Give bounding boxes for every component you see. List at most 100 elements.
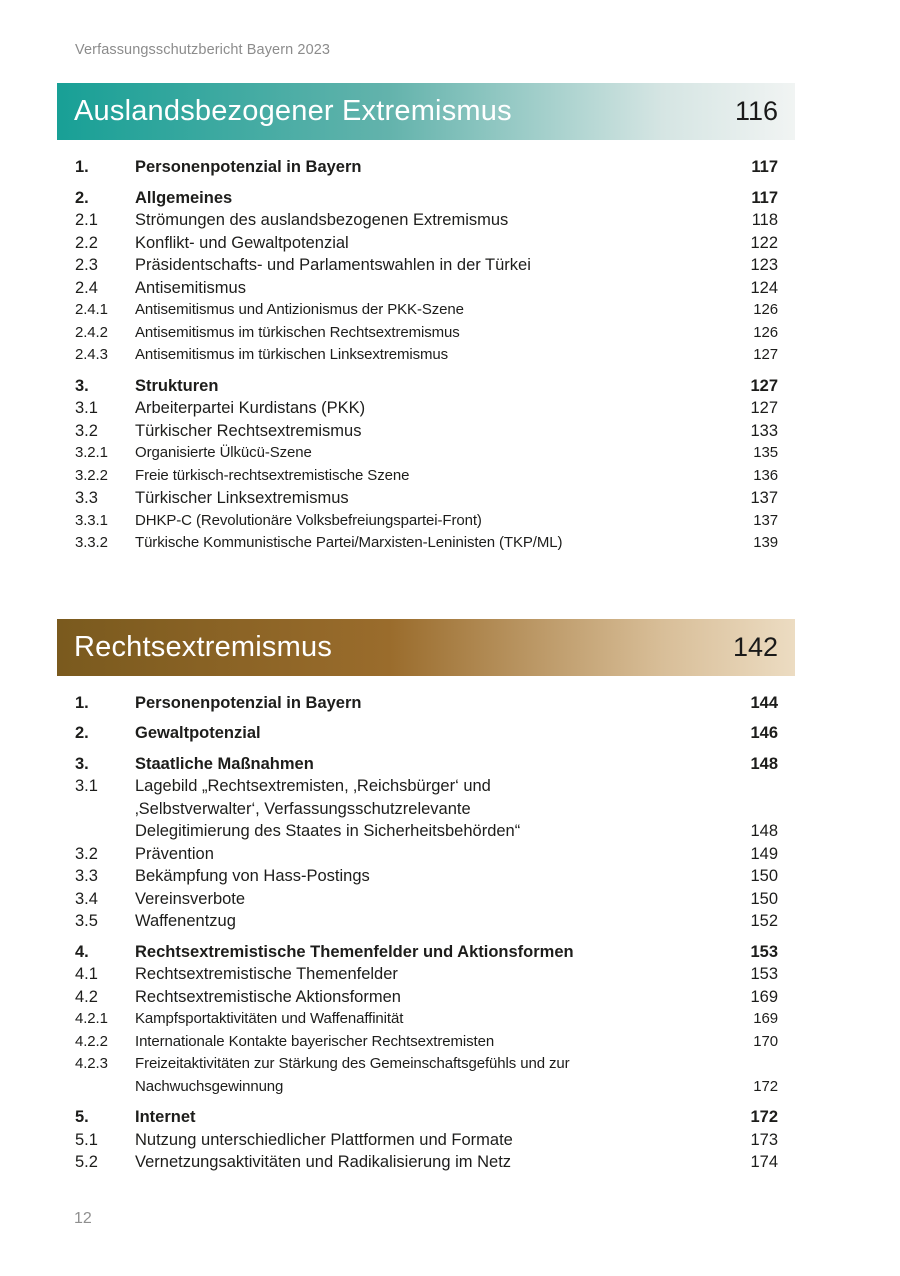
toc-entry-page: 118 (751, 211, 778, 229)
toc-entry-number: 3.3 (75, 489, 98, 507)
toc-entry-number: 3.3.1 (75, 511, 108, 529)
toc-entry-page: 150 (750, 867, 778, 885)
toc-entry-page: 133 (750, 421, 778, 440)
toc-entry-number: 3.2.1 (75, 444, 108, 461)
toc-entry: 2. Allgemeines 117 (75, 187, 778, 210)
toc-section-rechtsextremismus: Rechtsextremismus 142 1. Personenpotenzia… (57, 618, 795, 1174)
toc-entry-number: 4.2.2 (75, 1032, 108, 1050)
toc-entry-page: 137 (753, 511, 778, 529)
toc-entry: 5. Internet 172 (75, 1106, 778, 1129)
toc-entry-page: 148 (750, 822, 778, 840)
toc-entry-label: Arbeiterpartei Kurdistans (PKK) (135, 399, 366, 417)
toc-entry-number: 4. (75, 942, 89, 961)
toc-entry-page: 126 (753, 323, 778, 341)
page-number: 12 (74, 1210, 92, 1227)
toc-entry-page: 136 (753, 466, 778, 484)
toc-entry-page: 139 (753, 534, 778, 551)
toc-entry-number: 4.1 (75, 965, 98, 983)
toc-entry-page: 170 (753, 1032, 778, 1050)
toc-entry-number: 3.2 (75, 421, 98, 440)
toc-entry: 2.4.2 Antisemitismus im türkischen Rechts… (75, 322, 778, 345)
toc-entry: 3.2 Türkischer Rechtsextremismus 133 (75, 420, 778, 443)
toc-entry-number: 5. (75, 1108, 89, 1126)
table-of-contents: Auslandsbezogener Extremismus 116 1. Pers… (57, 83, 795, 1174)
toc-entry-number: 3.4 (75, 889, 98, 908)
toc-entry-page: 169 (750, 987, 778, 1006)
toc-entry-number: 3.3.2 (75, 534, 108, 551)
toc-entry-label: Internationale Kontakte bayerischer Rech… (135, 1032, 495, 1050)
toc-entry-label: Rechtsextremistische Aktionsformen (135, 987, 401, 1006)
toc-entry-label: Antisemitismus (135, 278, 246, 297)
toc-entry: 5.2 Vernetzungsaktivitäten und Radikalisi… (75, 1151, 778, 1174)
toc-entry-number: 2.2 (75, 233, 98, 252)
toc-entry-number: 3. (75, 754, 89, 773)
toc-entry-page: 153 (750, 942, 778, 961)
toc-entry: 2.4 Antisemitismus 124 (75, 277, 778, 300)
toc-entry-page: 169 (753, 1010, 778, 1027)
toc-entry-page: 150 (750, 889, 778, 908)
toc-entry-number: 3.5 (75, 912, 98, 930)
toc-entry-label: Rechtsextremistische Themenfelder (135, 965, 398, 983)
toc-entry-label: Türkische Kommunistische Partei/Marxiste… (135, 534, 563, 551)
toc-entry-number: 2.3 (75, 256, 98, 274)
toc-entry: 3.3.2 Türkische Kommunistische Partei/Mar… (75, 532, 778, 555)
toc-entry-page: 152 (750, 912, 778, 930)
toc-entry-label: Waffenentzug (135, 912, 236, 930)
toc-entry-label: Staatliche Maßnahmen (135, 754, 314, 773)
toc-entry-label: Personenpotenzial in Bayern (135, 158, 362, 176)
toc-entry-number: 3.2 (75, 844, 98, 863)
toc-entry: 1. Personenpotenzial in Bayern 117 (75, 156, 778, 179)
toc-entry-page: 148 (750, 754, 778, 773)
toc-entry-page: 127 (750, 399, 778, 417)
toc-entry-page: 172 (753, 1077, 778, 1095)
toc-entry-page: 149 (750, 844, 778, 863)
toc-entry-page: 123 (750, 256, 778, 274)
toc-entry-page: 173 (750, 1130, 778, 1149)
toc-entry: 3.3 Türkischer Linksextremismus 137 (75, 487, 778, 510)
toc-entry-page: 146 (750, 724, 778, 742)
toc-entry-number: 4.2.1 (75, 1010, 108, 1027)
section-page-number: 116 (734, 96, 778, 126)
toc-entry-page: 117 (751, 188, 778, 207)
section-banner: Rechtsextremismus 142 (57, 618, 795, 676)
toc-entry-label: Organisierte Ülkücü-Szene (135, 444, 312, 461)
toc-entry-label: Türkischer Rechtsextremismus (135, 421, 362, 440)
toc-entry: 2.2 Konflikt- und Gewaltpotenzial 122 (75, 232, 778, 255)
toc-entry-label: Kampfsportaktivitäten und Waffenaffinitä… (135, 1010, 404, 1027)
toc-entry-number: 2.4.1 (75, 301, 108, 318)
toc-entry: 4. Rechtsextremistische Themenfelder und … (75, 941, 778, 964)
toc-entry-page: 172 (750, 1108, 778, 1126)
toc-entry-label: Strukturen (135, 376, 219, 395)
toc-entry: 4.2.1 Kampfsportaktivitäten und Waffenaff… (75, 1008, 778, 1031)
toc-entry: 4.1 Rechtsextremistische Themenfelder 153 (75, 963, 778, 986)
toc-entry: 4.2.3 Freizeitaktivitäten zur Stärkung de… (75, 1053, 778, 1098)
toc-entry: 3. Strukturen 127 (75, 375, 778, 398)
toc-entry-page: 137 (750, 489, 778, 507)
toc-entry-page: 135 (753, 444, 778, 461)
toc-entry-label: Vernetzungsaktivitäten und Radikalisieru… (135, 1153, 512, 1171)
toc-entry-number: 1. (75, 693, 89, 712)
toc-entry-label: Internet (135, 1108, 196, 1126)
toc-entry-number: 3.3 (75, 867, 98, 885)
toc-entry: 3.2.1 Organisierte Ülkücü-Szene 135 (75, 442, 778, 465)
toc-entry-number: 3.1 (75, 399, 98, 417)
toc-entry-label: Freizeitaktivitäten zur Stärkung des Gem… (135, 1055, 570, 1095)
toc-entry: 4.2 Rechtsextremistische Aktionsformen 169 (75, 986, 778, 1009)
toc-entry: 3. Staatliche Maßnahmen 148 (75, 753, 778, 776)
toc-entry-page: 126 (753, 301, 778, 318)
toc-entry-number: 3.1 (75, 777, 98, 795)
toc-entry-page: 122 (750, 233, 778, 252)
toc-entry-label: Freie türkisch-rechtsextremistische Szen… (135, 466, 410, 484)
toc-entry-label: Präsidentschafts- und Parlamentswahlen i… (135, 256, 531, 274)
toc-entry-label: Personenpotenzial in Bayern (135, 693, 362, 712)
toc-entry: 3.1 Lagebild „Rechtsextremisten, ‚Reichsb… (75, 775, 778, 843)
toc-entry-label: Antisemitismus im türkischen Linksextrem… (135, 346, 449, 363)
toc-entry: 3.3 Bekämpfung von Hass-Postings 150 (75, 865, 778, 888)
toc-section-auslandsbezogener-extremismus: Auslandsbezogener Extremismus 116 1. Pers… (57, 83, 795, 555)
toc-entry: 2. Gewaltpotenzial 146 (75, 722, 778, 745)
section-title: Rechtsextremismus (74, 630, 333, 663)
toc-entry-page: 144 (750, 693, 778, 712)
toc-entry: 3.2.2 Freie türkisch-rechtsextremistische… (75, 465, 778, 488)
toc-entry-label: Konflikt- und Gewaltpotenzial (135, 233, 349, 252)
